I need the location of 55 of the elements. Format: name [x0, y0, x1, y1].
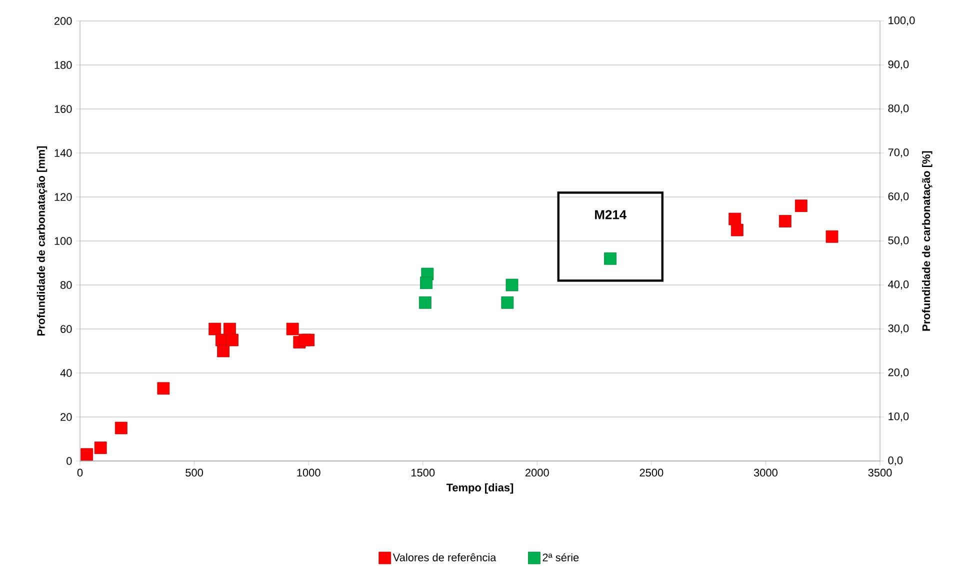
point [420, 276, 432, 289]
point [298, 334, 312, 346]
x-tick-label: 0 [77, 468, 83, 477]
point [157, 382, 170, 395]
y2-tick-label: 80,0 [888, 104, 909, 114]
y-tick-label: 100 [54, 237, 72, 245]
point [80, 448, 94, 461]
x-tick-label: 500 [186, 468, 203, 477]
y2-tick-label: 70,0 [888, 148, 909, 158]
point [501, 296, 514, 309]
y2-tick-label: 10,0 [888, 412, 909, 422]
point [418, 296, 432, 309]
x-tick-label: 1000 [297, 468, 320, 477]
y-tick-label: 20 [60, 413, 72, 421]
y2-tick-label: 20,0 [888, 368, 909, 378]
y-tick-label: 0 [66, 457, 72, 465]
x-tick-label: 3000 [754, 468, 778, 477]
point [730, 224, 744, 236]
y2-tick-label: 60,0 [888, 192, 909, 202]
y2-tick-label: 30,0 [888, 324, 909, 334]
point [217, 344, 230, 358]
y-axis-title: Profundidade de carbonatação [mm] [36, 146, 48, 336]
y2-tick-label: 40,0 [888, 280, 909, 290]
y2-tick-label: 50,0 [888, 236, 909, 246]
y-tick-label: 40 [60, 369, 72, 377]
annotation: M214 [595, 210, 627, 220]
x-tick-label: 2000 [526, 468, 549, 477]
point [826, 230, 838, 243]
point [506, 278, 518, 292]
y2-axis-title: Profundidade de carbonatação [%] [922, 151, 932, 331]
x-axis-title: Tempo [dias] [446, 483, 514, 494]
y-tick-label: 140 [54, 149, 72, 157]
y2-tick-label: 90,0 [888, 60, 909, 70]
point [114, 422, 128, 434]
point [226, 334, 238, 346]
y-tick-label: 80 [60, 281, 72, 289]
y-tick-label: 180 [54, 61, 72, 69]
y2-tick-label: 0,0 [888, 456, 903, 466]
legend-label: 2ª série [542, 553, 579, 562]
y-tick-label: 60 [60, 325, 72, 333]
point [794, 200, 808, 212]
point [224, 322, 236, 336]
point [94, 442, 107, 454]
point [778, 215, 792, 228]
point [604, 252, 616, 265]
x-tick-label: 1500 [412, 468, 435, 477]
point [286, 322, 299, 336]
point [208, 322, 222, 336]
y-tick-label: 200 [54, 17, 72, 25]
y2-tick-label: 100,0 [888, 16, 915, 26]
x-tick-label: 2500 [640, 468, 664, 477]
x-tick-label: 3500 [868, 468, 892, 477]
legend-label: Valores de referência [392, 553, 496, 562]
y-tick-label: 160 [54, 105, 72, 113]
y-tick-label: 120 [54, 193, 72, 201]
